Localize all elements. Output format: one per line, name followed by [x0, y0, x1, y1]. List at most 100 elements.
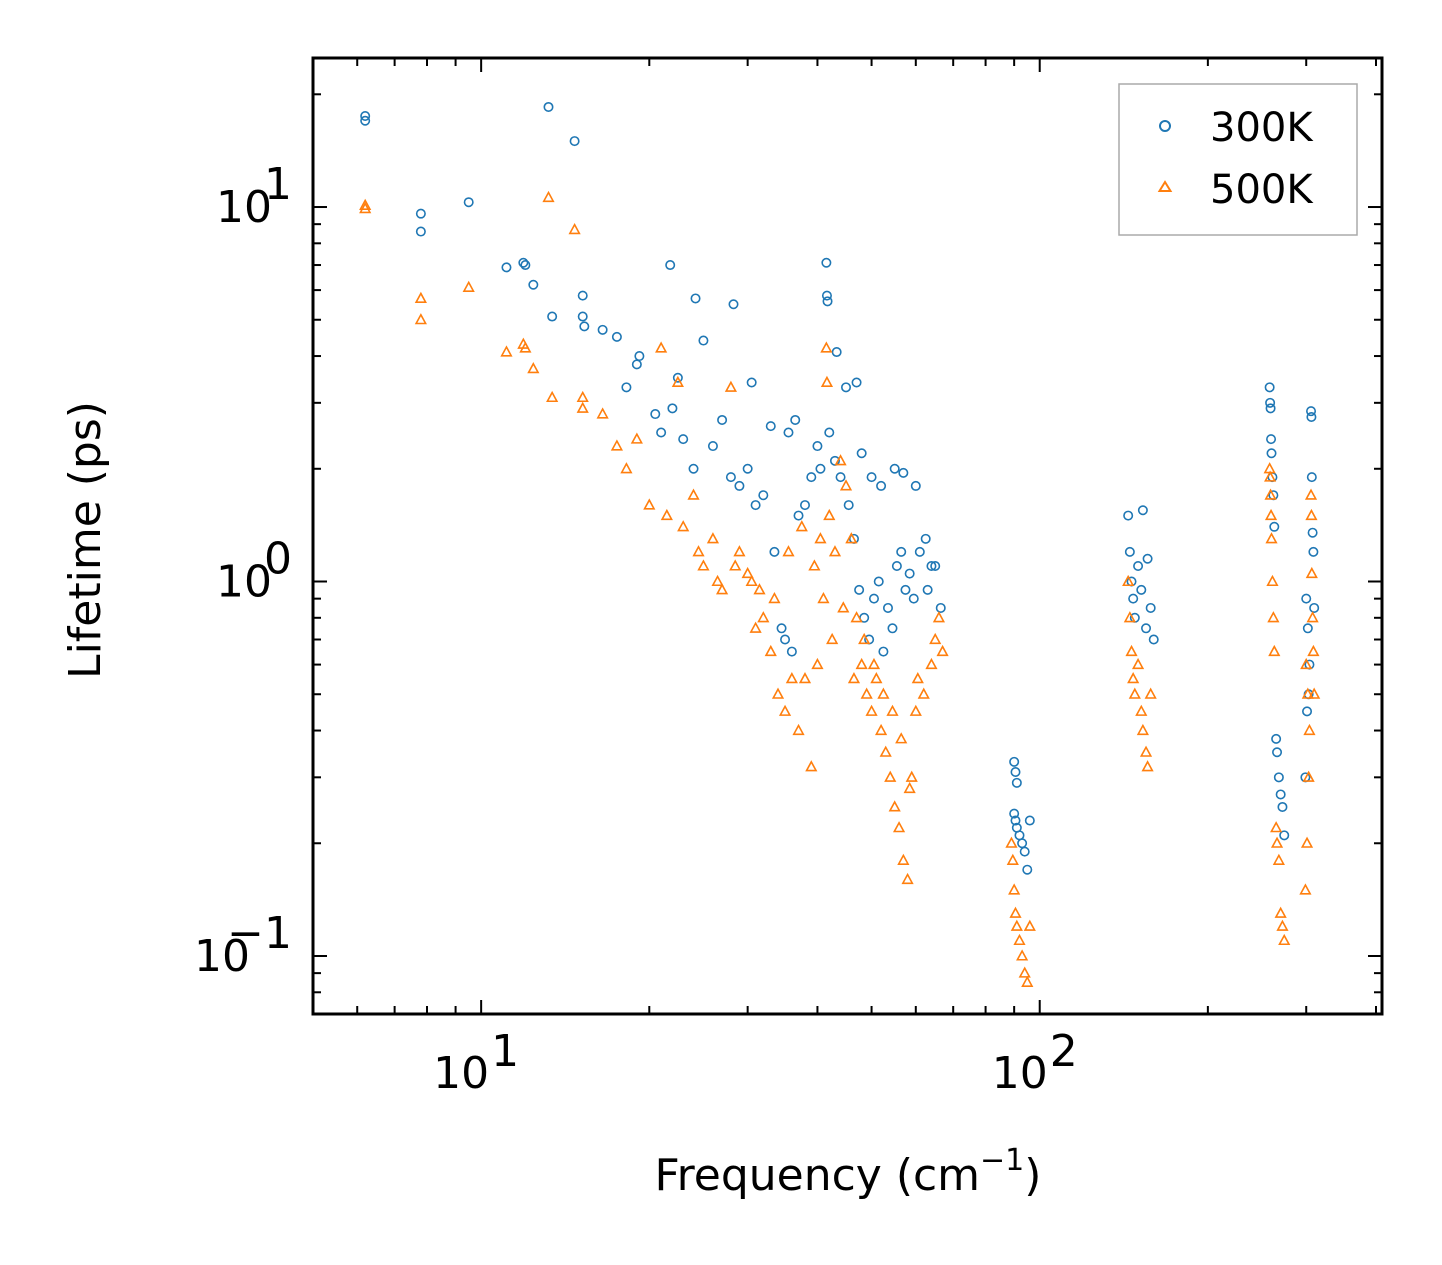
point-300k — [765, 421, 776, 432]
point-300k — [1266, 448, 1277, 459]
point-500k — [576, 401, 589, 413]
point-500k — [911, 672, 924, 684]
point-300k — [611, 331, 622, 342]
point-500k — [888, 800, 901, 812]
point-500k — [677, 520, 690, 532]
x-axis-label: Frequency (cm−1) — [655, 1143, 1042, 1201]
point-500k — [860, 687, 873, 699]
point-300k — [780, 634, 791, 645]
point-300k — [1306, 406, 1317, 417]
point-500k — [753, 583, 766, 595]
point-500k — [897, 853, 910, 865]
point-300k — [900, 584, 911, 595]
point-500k — [414, 313, 427, 325]
point-500k — [879, 745, 892, 757]
svg-text:−1: −1 — [227, 908, 292, 959]
point-300k — [1306, 411, 1317, 422]
point-500k — [1304, 488, 1318, 500]
point-300k — [1301, 593, 1312, 604]
point-300k — [577, 290, 588, 301]
point-300k — [856, 448, 867, 459]
point-300k — [690, 293, 701, 304]
point-500k — [706, 532, 720, 544]
point-500k — [1013, 933, 1026, 946]
point-300k — [806, 472, 817, 483]
point-500k — [870, 672, 883, 684]
point-500k — [1021, 975, 1034, 987]
point-300k — [1123, 510, 1134, 521]
plot-frame — [311, 56, 1384, 1016]
point-300k — [926, 561, 937, 572]
point-300k — [1302, 623, 1313, 634]
legend: 300K 500K — [1118, 83, 1358, 236]
point-500k — [901, 872, 914, 885]
point-500k — [1299, 883, 1312, 895]
point-500k — [620, 462, 633, 474]
point-500k — [741, 566, 754, 579]
point-500k — [847, 672, 861, 684]
point-500k — [858, 632, 871, 645]
point-500k — [805, 760, 818, 772]
point-500k — [867, 657, 881, 670]
point-300k — [621, 382, 632, 393]
point-300k — [769, 546, 780, 557]
legend-box — [1118, 83, 1358, 236]
point-300k — [1010, 766, 1021, 777]
point-500k — [527, 362, 540, 374]
point-300k — [920, 533, 931, 544]
point-500k — [874, 723, 888, 736]
point-300k — [543, 101, 554, 112]
point-500k — [895, 732, 908, 744]
point-500k — [823, 508, 836, 521]
point-300k — [415, 208, 426, 219]
point-500k — [778, 704, 792, 716]
point-500k — [1264, 508, 1278, 521]
point-300k — [908, 593, 919, 604]
point-500k — [909, 704, 922, 716]
point-500k — [519, 341, 532, 353]
point-500k — [925, 657, 938, 670]
point-300k — [1279, 830, 1290, 841]
point-500k — [886, 704, 899, 716]
point-500k — [820, 341, 833, 353]
point-500k — [1270, 836, 1284, 848]
point-500k — [905, 770, 918, 782]
point-500k — [745, 574, 758, 587]
x-tick-label-10: 10 1 — [433, 1026, 519, 1099]
point-500k — [568, 222, 581, 235]
point-300k — [665, 260, 676, 271]
series-300k — [360, 101, 1320, 875]
point-500k — [1265, 532, 1278, 544]
point-500k — [1308, 687, 1321, 699]
point-500k — [715, 583, 729, 595]
point-300k — [1019, 846, 1030, 857]
point-300k — [520, 260, 531, 271]
point-300k — [1009, 756, 1020, 767]
point-300k — [898, 467, 909, 478]
point-300k — [667, 403, 678, 414]
point-300k — [815, 463, 826, 474]
point-500k — [1139, 745, 1153, 757]
point-300k — [1145, 602, 1156, 613]
point-300k — [824, 427, 835, 438]
point-300k — [876, 480, 887, 491]
point-300k — [1124, 546, 1135, 557]
point-300k — [579, 321, 590, 332]
point-500k — [1123, 611, 1136, 623]
point-300k — [1022, 864, 1033, 875]
point-500k — [1005, 836, 1018, 848]
point-300k — [914, 546, 925, 557]
point-300k — [678, 434, 689, 445]
point-300k — [821, 290, 832, 301]
point-300k — [360, 115, 371, 126]
point-500k — [1300, 836, 1314, 848]
svg-text:1: 1 — [264, 159, 292, 210]
point-500k — [1306, 611, 1319, 623]
point-300k — [1011, 777, 1022, 788]
point-300k — [843, 500, 854, 511]
point-500k — [462, 280, 475, 292]
point-300k — [896, 546, 907, 557]
point-500k — [771, 687, 785, 699]
point-500k — [892, 821, 906, 833]
